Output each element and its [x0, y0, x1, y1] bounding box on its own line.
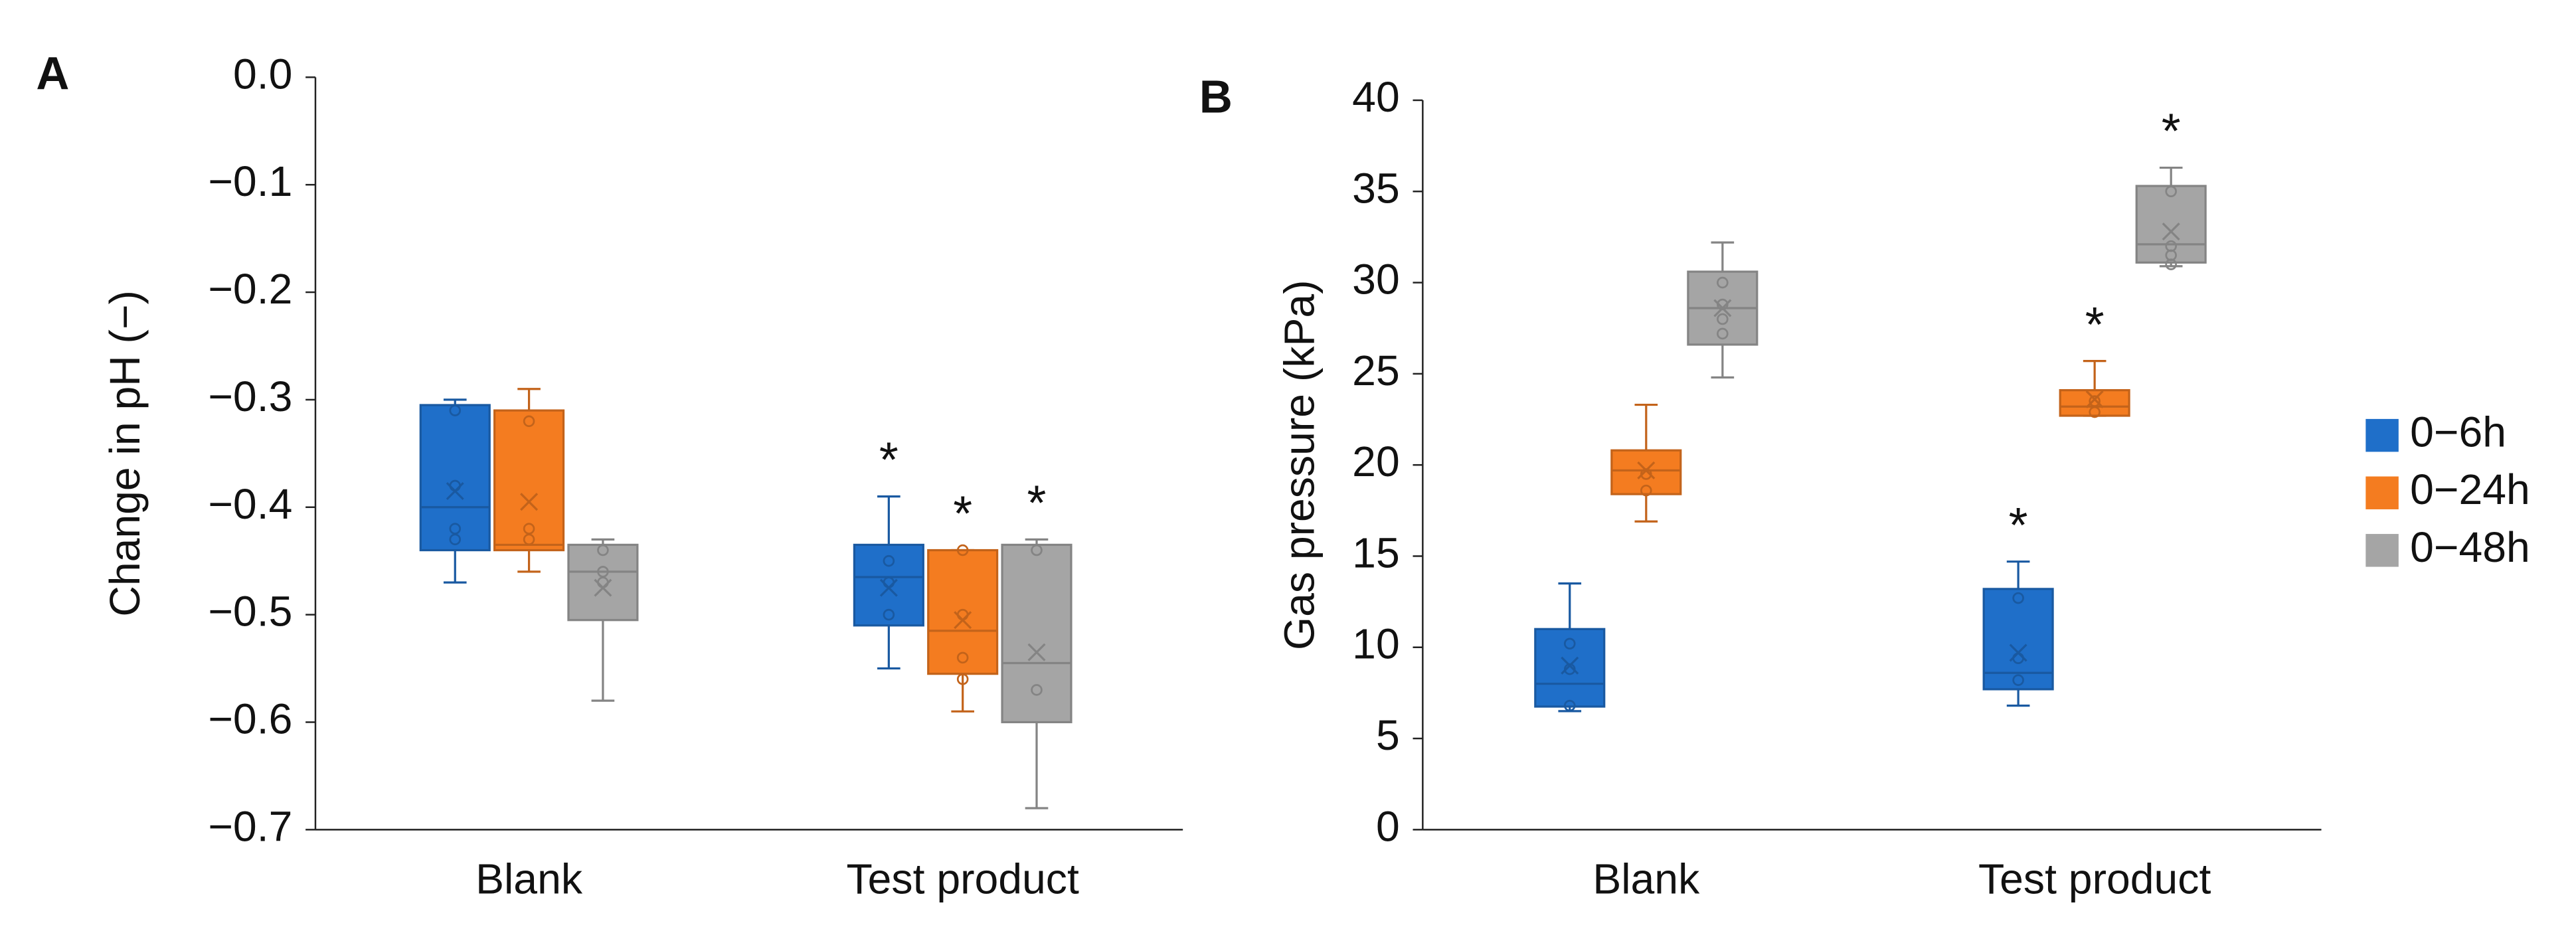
- significance-mark: *: [879, 432, 899, 487]
- y-tick-label: −0.2: [208, 265, 292, 313]
- data-point: [597, 544, 609, 556]
- y-tick-label: −0.6: [208, 695, 292, 742]
- data-point: [883, 576, 895, 588]
- data-point: [1031, 544, 1043, 556]
- legend-swatch: [2365, 534, 2399, 567]
- y-axis-label: Change in pH (−): [101, 290, 149, 617]
- data-point: [1717, 298, 1729, 311]
- data-point: [1717, 327, 1729, 340]
- mean-marker: [1027, 643, 1046, 661]
- y-tick-label: 10: [1352, 620, 1400, 668]
- data-point: [523, 533, 535, 546]
- legend-label: 0−24h: [2410, 466, 2530, 513]
- y-tick-label: −0.3: [208, 373, 292, 420]
- x-tick-label: Blank: [1592, 855, 1700, 903]
- box: [927, 549, 999, 675]
- data-point: [1640, 484, 1652, 497]
- y-tick-label: 5: [1376, 711, 1400, 759]
- data-point: [2165, 258, 2177, 270]
- box: [567, 543, 639, 622]
- data-point: [2012, 674, 2024, 686]
- data-point: [1717, 276, 1729, 289]
- mean-marker: [2085, 390, 2104, 408]
- panel-label: B: [1199, 70, 1233, 122]
- y-tick-label: −0.4: [208, 480, 292, 528]
- box: [853, 543, 924, 627]
- data-point: [2012, 592, 2024, 604]
- data-point: [449, 479, 462, 492]
- mean-marker: [2162, 222, 2180, 241]
- data-point: [956, 544, 969, 556]
- box: [1982, 588, 2054, 691]
- data-point: [449, 404, 462, 416]
- x-tick-label: Blank: [475, 855, 583, 903]
- data-point: [449, 533, 462, 546]
- significance-mark: *: [2085, 297, 2104, 352]
- significance-mark: *: [2162, 104, 2181, 159]
- legend-swatch: [2365, 418, 2399, 452]
- y-tick-label: 0: [1376, 802, 1400, 850]
- data-point: [1031, 684, 1043, 696]
- box: [1610, 449, 1682, 495]
- data-point: [597, 576, 609, 588]
- data-point: [2165, 185, 2177, 198]
- box: [1534, 628, 1606, 708]
- data-point: [2089, 406, 2101, 418]
- data-point: [883, 554, 895, 567]
- significance-mark: *: [953, 486, 972, 541]
- x-tick-label: Test product: [1978, 855, 2211, 903]
- y-tick-label: −0.5: [208, 588, 292, 636]
- mean-marker: [520, 493, 539, 511]
- data-point: [956, 673, 969, 685]
- data-point: [2012, 652, 2024, 665]
- y-tick-label: 0.0: [233, 50, 292, 98]
- y-tick-label: −0.1: [208, 157, 292, 205]
- data-point: [883, 608, 895, 621]
- data-point: [1717, 313, 1729, 325]
- panel-label: A: [36, 48, 69, 100]
- data-point: [956, 651, 969, 664]
- box: [2059, 388, 2130, 417]
- y-tick-label: 25: [1352, 347, 1400, 394]
- legend-label: 0−48h: [2410, 523, 2530, 571]
- y-axis-label: Gas pressure (kPa): [1276, 280, 1324, 650]
- data-point: [1563, 699, 1576, 712]
- box: [1001, 543, 1073, 724]
- box: [419, 404, 491, 552]
- significance-mark: *: [2009, 497, 2028, 552]
- legend-swatch: [2365, 476, 2399, 509]
- data-point: [2089, 395, 2101, 407]
- box: [493, 409, 565, 552]
- data-point: [1563, 638, 1576, 650]
- y-tick-label: 40: [1352, 73, 1400, 121]
- y-tick-label: 20: [1352, 438, 1400, 485]
- data-point: [956, 608, 969, 621]
- x-tick-label: Test product: [847, 855, 1079, 903]
- y-tick-label: 15: [1352, 529, 1400, 576]
- legend-label: 0−6h: [2410, 408, 2506, 456]
- data-point: [1563, 663, 1576, 675]
- y-tick-label: −0.7: [208, 802, 292, 850]
- y-tick-label: 35: [1352, 164, 1400, 212]
- data-point: [1640, 468, 1652, 480]
- significance-mark: *: [1027, 475, 1047, 530]
- data-point: [523, 415, 535, 428]
- y-tick-label: 30: [1352, 256, 1400, 303]
